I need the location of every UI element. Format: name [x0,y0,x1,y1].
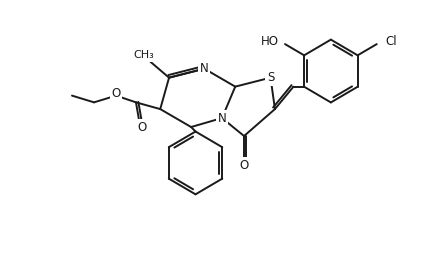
Text: CH₃: CH₃ [134,50,154,60]
Text: O: O [239,159,249,172]
Text: N: N [218,112,226,125]
Text: HO: HO [261,35,278,48]
Text: Cl: Cl [385,35,397,48]
Text: S: S [267,71,274,84]
Text: O: O [111,87,121,100]
Text: O: O [137,121,146,134]
Text: N: N [200,62,209,75]
